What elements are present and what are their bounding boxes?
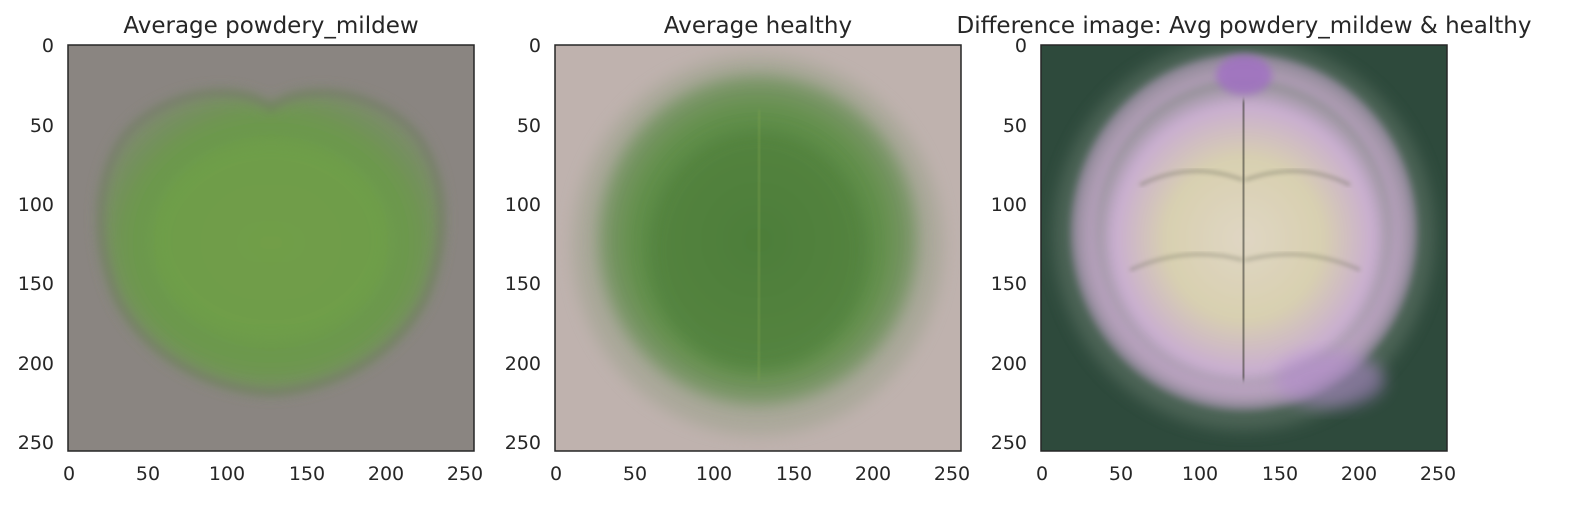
x-tick-label-250: 250 [934,463,970,485]
panel-average-healthy: Average healthy 0 50 100 150 200 250 0 5… [505,13,970,485]
y-tick-label-200: 200 [18,353,54,375]
diff-top-accent [1216,55,1272,95]
x-axis: 0 50 100 150 200 250 [550,463,970,485]
x-tick-label-0: 0 [1036,463,1048,485]
x-tick-label-150: 150 [1262,463,1298,485]
y-tick-label-200: 200 [991,353,1027,375]
x-tick-label-150: 150 [289,463,325,485]
x-tick-label-100: 100 [696,463,732,485]
diff-vein-left-1 [1139,169,1244,187]
x-axis: 0 50 100 150 200 250 [63,463,483,485]
panel-average-powdery-mildew: Average powdery_mildew 0 50 100 150 200 … [18,13,483,485]
y-tick-label-50: 50 [30,115,54,137]
panel-difference-image: Difference image: Avg powdery_mildew & h… [956,13,1531,485]
y-tick-label-150: 150 [18,273,54,295]
x-tick-label-100: 100 [209,463,245,485]
y-tick-label-100: 100 [505,194,541,216]
axes-frame [1040,44,1448,452]
diff-vein-right-1 [1244,169,1351,187]
y-tick-label-250: 250 [505,432,541,454]
diff-midrib [1240,99,1247,381]
y-tick-label-0: 0 [1015,35,1027,57]
diff-vein-right-2 [1244,252,1361,272]
panel-title: Difference image: Avg powdery_mildew & h… [956,13,1531,39]
y-tick-label-100: 100 [18,194,54,216]
y-axis: 0 50 100 150 200 250 [991,35,1027,454]
y-tick-label-50: 50 [517,115,541,137]
x-tick-label-250: 250 [447,463,483,485]
y-tick-label-250: 250 [991,432,1027,454]
x-tick-label-250: 250 [1420,463,1456,485]
image-average-healthy [555,45,961,451]
x-axis: 0 50 100 150 200 250 [1036,463,1456,485]
leaf-outline-shadow [96,88,446,397]
y-tick-label-200: 200 [505,353,541,375]
panel-title: Average healthy [664,13,852,39]
leaf-midrib [756,109,762,381]
y-tick-label-150: 150 [991,273,1027,295]
x-tick-label-0: 0 [550,463,562,485]
axes-frame [554,44,962,452]
image-average-powdery-mildew [68,45,474,451]
y-axis: 0 50 100 150 200 250 [505,35,541,454]
x-tick-label-150: 150 [776,463,812,485]
y-tick-label-50: 50 [1003,115,1027,137]
x-tick-label-200: 200 [1341,463,1377,485]
panel-title: Average powdery_mildew [123,13,418,39]
x-tick-label-100: 100 [1182,463,1218,485]
x-tick-label-50: 50 [136,463,160,485]
y-tick-label-0: 0 [42,35,54,57]
x-tick-label-0: 0 [63,463,75,485]
diff-bottom-accent [1275,352,1385,408]
diff-vein-left-2 [1129,252,1244,272]
y-tick-label-100: 100 [991,194,1027,216]
y-tick-label-0: 0 [529,35,541,57]
y-tick-label-150: 150 [505,273,541,295]
axes-frame [67,44,475,452]
x-tick-label-200: 200 [855,463,891,485]
y-axis: 0 50 100 150 200 250 [18,35,54,454]
y-tick-label-250: 250 [18,432,54,454]
x-tick-label-50: 50 [1109,463,1133,485]
x-tick-label-200: 200 [368,463,404,485]
x-tick-label-50: 50 [623,463,647,485]
image-difference [1041,45,1447,451]
